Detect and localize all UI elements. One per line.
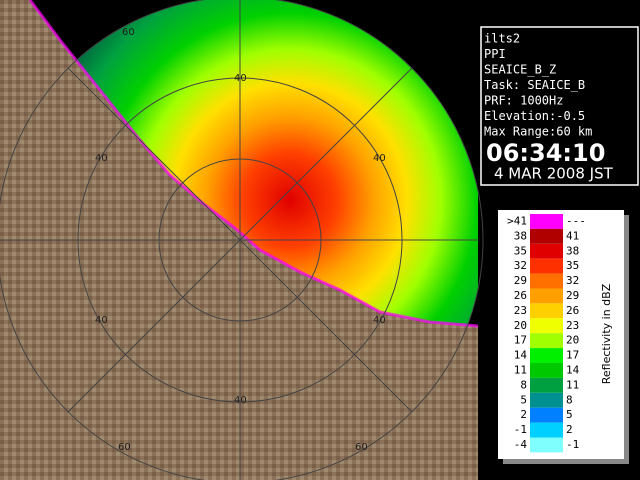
legend-swatch [530,333,563,349]
legend-swatch [530,318,563,334]
legend-high: 35 [566,259,579,272]
legend-swatch [530,243,563,259]
legend-swatch [530,214,563,229]
legend-swatch [530,258,563,274]
range-label: 40 [95,315,108,326]
range-label: 40 [373,315,386,326]
legend-high: 38 [566,244,579,257]
legend-swatch [530,228,563,244]
legend-low: 11 [514,363,527,376]
range-label: 40 [95,153,108,164]
range-label: 40 [234,395,247,406]
legend-high: 8 [566,393,573,406]
legend-low: -1 [514,423,527,436]
info-line: ilts2 [484,32,520,46]
legend-title: Reflectivity in dBZ [600,283,613,384]
legend-swatch [530,392,563,408]
legend-low: 14 [514,349,528,362]
legend-high: 29 [566,289,579,302]
legend-high: 2 [566,423,573,436]
legend-swatch [530,348,563,363]
range-label: 60 [118,442,131,453]
legend-low: 29 [514,274,527,287]
info-line: PPI [484,47,506,61]
date: 4 MAR 2008 JST [494,165,614,183]
time: 06:34:10 [486,139,605,167]
legend-swatch [530,303,563,319]
legend-high: 26 [566,304,579,317]
legend-high: -1 [566,438,579,451]
legend-low: 26 [514,289,527,302]
info-line: Task: SEAICE_B [484,78,585,92]
legend-low: 23 [514,304,527,317]
legend-high: --- [566,214,586,227]
legend-low: 5 [520,393,527,406]
info-line: Max Range:60 km [484,125,592,139]
legend-swatch [530,422,563,438]
range-label: 40 [234,73,247,84]
legend-low: >41 [507,214,527,227]
legend-low: -4 [514,438,528,451]
legend-swatch [530,437,563,453]
legend-low: 17 [514,334,527,347]
legend-high: 5 [566,408,573,421]
legend-swatch [530,273,563,289]
legend-swatch [530,407,563,423]
info-line: SEAICE_B_Z [484,63,556,77]
legend-low: 35 [514,244,527,257]
legend-low: 38 [514,229,527,242]
legend-swatch [530,377,563,393]
legend-high: 11 [566,378,579,391]
legend-low: 2 [520,408,527,421]
legend-high: 17 [566,349,579,362]
legend-swatch [530,288,563,304]
legend-low: 20 [514,319,527,332]
legend-low: 32 [514,259,527,272]
legend-high: 20 [566,334,579,347]
range-label: 60 [355,442,368,453]
legend-low: 8 [520,378,527,391]
range-label: 40 [373,153,386,164]
info-box [480,26,639,186]
legend-high: 14 [566,363,580,376]
info-line: Elevation:-0.5 [484,109,585,123]
range-label: 60 [122,27,135,38]
legend-high: 32 [566,274,579,287]
range-rings [0,0,484,480]
legend-high: 23 [566,319,579,332]
coast-echo [28,0,479,328]
legend-swatch [530,363,563,378]
legend-high: 41 [566,229,579,242]
info-line: PRF: 1000Hz [484,94,563,108]
